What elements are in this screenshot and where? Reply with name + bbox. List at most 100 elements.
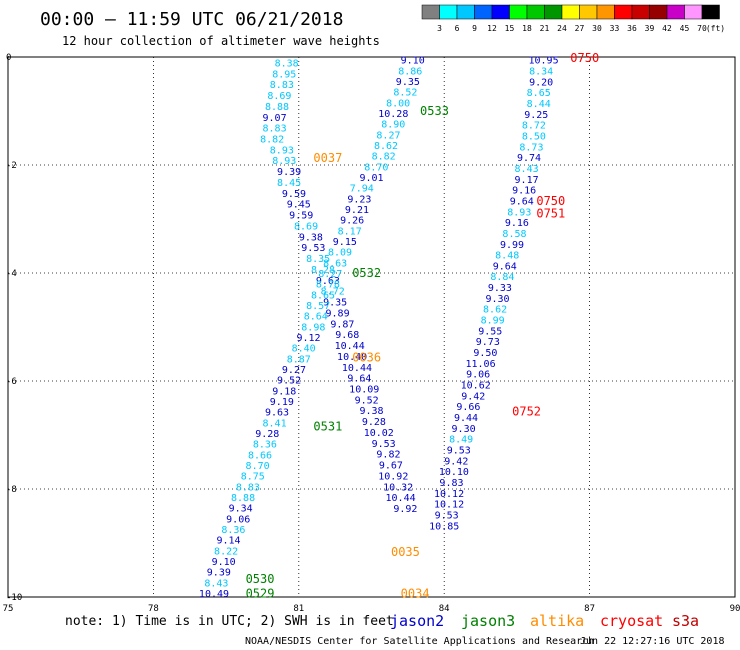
wave-height-label: 9.67 — [379, 461, 403, 472]
wave-height-label: 9.52 — [277, 376, 301, 387]
wave-height-label: 9.19 — [270, 397, 294, 408]
pass-time-label: 0751 — [536, 207, 565, 221]
scale-label: 36 — [627, 24, 637, 33]
wave-height-label: 10.85 — [429, 521, 459, 532]
scale-label: 39 — [645, 24, 655, 33]
wave-height-label: 8.64 — [304, 312, 328, 323]
wave-height-label: 9.16 — [505, 218, 529, 229]
scale-label: 27 — [575, 24, 585, 33]
wave-height-label: 8.83 — [263, 124, 287, 135]
wave-height-label: 9.15 — [333, 237, 357, 248]
wave-height-label: 10.92 — [378, 471, 408, 482]
wave-height-label: 8.40 — [292, 344, 316, 355]
wave-height-label: 9.06 — [226, 514, 250, 525]
wave-height-label: 9.01 — [359, 173, 383, 184]
wave-height-label: 9.10 — [401, 56, 425, 67]
wave-height-label: 9.73 — [476, 337, 500, 348]
wave-height-label: 9.52 — [355, 395, 379, 406]
color-scale-bar: 3 6 9 12 15 18 21 24 27 30 33 36 39 42 45 70 (ft) — [421, 4, 725, 33]
wave-height-label: 8.93 — [272, 156, 296, 167]
wave-height-label: 10.12 — [434, 500, 464, 511]
wave-height-label: 9.18 — [272, 386, 296, 397]
wave-height-label: 9.53 — [447, 445, 471, 456]
scale-swatch — [544, 4, 563, 20]
legend-altika: altika — [530, 612, 584, 630]
x-tick-label: 84 — [439, 604, 450, 614]
wave-height-label: 8.98 — [301, 322, 325, 333]
wave-height-label: 9.64 — [347, 374, 371, 385]
y-tick-labels: 0 -2 -4 -6 -8 -10 — [6, 53, 22, 603]
y-tick-label: -8 — [6, 485, 17, 495]
wave-height-label: 9.66 — [456, 402, 480, 413]
pass-time-label: 0531 — [313, 419, 342, 433]
wave-height-label: 9.33 — [488, 283, 512, 294]
footer-timestamp: Jun 22 12:27:16 UTC 2018 — [580, 636, 725, 647]
wave-height-label: 10.09 — [349, 385, 379, 396]
wave-height-label: 10.28 — [378, 109, 408, 120]
wave-height-label: 9.30 — [452, 424, 476, 435]
wave-height-label: 9.39 — [277, 167, 301, 178]
wave-height-label: 9.27 — [282, 365, 306, 376]
wave-height-label: 9.35 — [323, 298, 347, 309]
wave-height-label: 9.53 — [372, 439, 396, 450]
wave-height-label: 8.86 — [398, 66, 422, 77]
footer-note: note: 1) Time is in UTC; 2) SWH is in fe… — [65, 614, 394, 629]
legend-jason3: jason3 — [461, 612, 515, 630]
wave-height-label: 9.20 — [529, 77, 553, 88]
wave-height-label: 9.42 — [461, 391, 485, 402]
scale-label: 33 — [610, 24, 620, 33]
wave-height-label: 10.02 — [364, 428, 394, 439]
wave-height-label: 9.35 — [396, 77, 420, 88]
wave-height-label: 8.43 — [204, 578, 228, 589]
scale-label: 70 — [697, 24, 707, 33]
y-tick-label: 0 — [6, 53, 11, 63]
x-tick-label: 87 — [584, 604, 595, 614]
scale-swatch — [439, 4, 458, 20]
wave-height-label: 9.06 — [466, 370, 490, 381]
chart-title: 00:00 – 11:59 UTC 06/21/2018 — [40, 9, 343, 30]
wave-height-label: 8.82 — [260, 134, 284, 145]
scale-swatch — [561, 4, 580, 20]
wave-height-label: 9.10 — [212, 557, 236, 568]
wave-height-label: 8.38 — [275, 58, 299, 69]
wave-height-label: 10.44 — [342, 363, 372, 374]
wave-height-label: 8.73 — [519, 142, 543, 153]
plot-frame — [7, 56, 736, 598]
wave-height-label: 10.95 — [529, 56, 559, 67]
wave-height-label: 8.27 — [376, 130, 400, 141]
x-tick-label: 90 — [730, 604, 740, 614]
chart-subtitle: 12 hour collection of altimeter wave hei… — [62, 34, 380, 48]
x-tick-label: 81 — [293, 604, 304, 614]
wave-height-label: 8.99 — [481, 316, 505, 327]
data-points: 8.388.958.838.698.889.078.838.828.938.93… — [199, 56, 559, 600]
wave-height-label: 9.82 — [376, 450, 400, 461]
scale-swatch — [666, 4, 685, 20]
wave-height-label: 8.90 — [381, 120, 405, 131]
scale-label: 21 — [540, 24, 550, 33]
wave-height-label: 8.69 — [267, 91, 291, 102]
wave-height-label: 8.87 — [287, 354, 311, 365]
grid-lines — [8, 57, 735, 597]
wave-height-label: 9.38 — [359, 406, 383, 417]
wave-height-label: 8.62 — [374, 141, 398, 152]
wave-height-label: 9.59 — [289, 211, 313, 222]
scale-label: 30 — [592, 24, 602, 33]
wave-height-label: 9.64 — [493, 261, 517, 272]
wave-height-label: 8.36 — [221, 525, 245, 536]
y-tick-label: -10 — [6, 593, 22, 603]
wave-height-label: 8.17 — [338, 226, 362, 237]
wave-height-label: 8.22 — [214, 546, 238, 557]
wave-height-label: 10.62 — [461, 381, 491, 392]
wave-height-label: 8.62 — [483, 305, 507, 316]
x-tick-label: 78 — [148, 604, 159, 614]
wave-height-label: 9.23 — [347, 194, 371, 205]
wave-height-label: 8.58 — [502, 229, 526, 240]
wave-height-label: 9.87 — [330, 319, 354, 330]
wave-height-label: 9.92 — [393, 504, 417, 515]
wave-height-label: 8.44 — [527, 99, 551, 110]
wave-height-label: 8.34 — [529, 67, 553, 78]
wave-height-label: 9.89 — [326, 308, 350, 319]
wave-height-label: 9.07 — [263, 113, 287, 124]
wave-height-label: 9.21 — [345, 205, 369, 216]
